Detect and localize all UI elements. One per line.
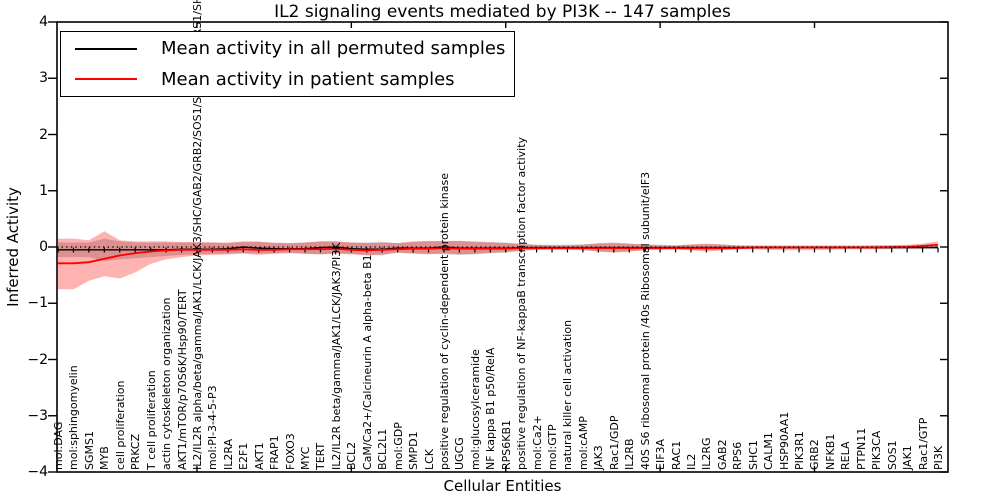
x-entity-label: JAK3 — [592, 445, 606, 470]
x-entity-label: SOS1 — [885, 440, 899, 470]
x-entity-label: IL2RB — [623, 438, 637, 470]
x-entity-label: MYC — [299, 446, 313, 470]
y-tick-label: 1 — [39, 182, 48, 199]
y-tick-label: 4 — [39, 14, 48, 30]
x-entity-label: mol:cAMP — [576, 416, 590, 470]
x-entity-label: GRB2 — [808, 439, 822, 470]
x-entity-label: PIK3R1 — [793, 431, 807, 470]
patient-mean-line — [58, 243, 939, 265]
x-entity-label: FOXO3 — [283, 433, 297, 470]
x-entity-label: IL2 — [684, 453, 698, 470]
x-entity-label: JAK1 — [901, 445, 915, 470]
x-entity-label: LCK — [422, 448, 436, 470]
x-entity-label: NF kappa B1 p50/RelA — [484, 347, 498, 470]
y-tick-label: −2 — [27, 351, 48, 368]
x-entity-label: RAC1 — [669, 440, 683, 470]
y-tick-label: 0 — [39, 239, 48, 255]
patient-band — [58, 231, 938, 290]
x-entity-label: PRKCZ — [129, 433, 143, 470]
x-entity-label: FRAP1 — [268, 435, 282, 470]
x-entity-label: RELA — [839, 441, 853, 471]
x-entity-label: positive regulation of cyclin-dependent … — [437, 172, 451, 470]
x-entity-label: mol:PI-3-4-5-P3 — [206, 385, 220, 470]
x-entity-label: Rac1/GDP — [607, 415, 621, 470]
chart-title: IL2 signaling events mediated by PI3K --… — [274, 2, 731, 22]
x-entity-label: MYB — [98, 446, 112, 470]
x-entity-label: CaM/Ca2+/Calcineurin A alpha-beta B1 — [360, 254, 374, 470]
x-entity-label: natural killer cell activation — [561, 319, 575, 470]
x-entity-label: BCL2 — [345, 441, 359, 470]
permuted-line-swatch — [75, 47, 137, 50]
x-entity-label: mol:DAG — [52, 421, 65, 470]
x-entity-label: BCL2L1 — [376, 428, 390, 470]
legend-item-patient: Mean activity in patient samples — [61, 65, 514, 93]
x-entity-label: GAB2 — [715, 439, 729, 470]
x-entity-label: TERT — [314, 442, 328, 470]
x-entity-label: AKT1 — [252, 442, 266, 470]
x-entity-label: RPS6 — [731, 441, 745, 470]
y-tick-label: −1 — [27, 295, 48, 312]
x-entity-label: mol:Ca2+ — [530, 415, 544, 470]
x-entity-label: IL2RA — [221, 438, 235, 470]
x-entity-label: positive regulation of NF-kappaB transcr… — [515, 136, 529, 470]
x-entity-label: AKT1/mTOR/p70S6K/Hsp90/TERT — [175, 289, 189, 470]
x-entity-label: SGMS1 — [82, 431, 96, 470]
y-tick-label: 3 — [39, 70, 48, 87]
x-entity-label: E2F1 — [237, 442, 251, 470]
x-entity-label: mol:glucosylceramide — [468, 349, 482, 470]
y-tick-label: 2 — [39, 126, 48, 143]
legend-item-permuted: Mean activity in all permuted samples — [61, 35, 514, 63]
legend: Mean activity in all permuted samples Me… — [60, 31, 515, 97]
x-entity-label: SMPD1 — [407, 431, 421, 470]
y-tick-label: −3 — [27, 407, 48, 424]
x-entity-label: SHC1 — [746, 440, 760, 470]
legend-label-permuted: Mean activity in all permuted samples — [161, 38, 506, 60]
x-entity-label: cell proliferation — [113, 380, 127, 470]
x-entity-label: CALM1 — [762, 432, 776, 470]
x-entity-label: IL2RG — [700, 437, 714, 470]
legend-label-patient: Mean activity in patient samples — [161, 68, 455, 90]
y-tick-label: −4 — [27, 464, 48, 480]
x-entity-label: PI3K — [932, 445, 945, 470]
x-entity-label: PIK3CA — [870, 430, 884, 470]
x-entity-label: mol:GDP — [391, 422, 405, 470]
x-entity-label: UGCG — [453, 437, 467, 470]
x-entity-label: PTPN11 — [854, 427, 868, 470]
x-entity-label: actin cytoskeleton organization — [160, 297, 174, 470]
x-entity-label: RPS6KB1 — [499, 419, 513, 470]
x-entity-label: 40S S6 ribosomal protein /40s Ribosomal … — [638, 171, 652, 470]
x-entity-label: mol:sphingomyelin — [67, 365, 81, 470]
patient-line-swatch — [75, 78, 137, 81]
x-entity-label: Rac1/GTP — [916, 417, 930, 470]
x-entity-label: HSP90AA1 — [777, 411, 791, 470]
x-entity-label: NFKB1 — [823, 433, 837, 470]
x-entity-label: EIF3A — [654, 438, 668, 470]
permuted-band — [58, 238, 938, 262]
x-axis-title: Cellular Entities — [443, 477, 562, 495]
x-entity-label: IL2/IL2R beta/gamma/JAK1/LCK/JAK3/PI3K — [329, 242, 343, 470]
x-entity-label: T cell proliferation — [144, 370, 158, 470]
x-entity-label: mol:GTP — [546, 424, 560, 470]
